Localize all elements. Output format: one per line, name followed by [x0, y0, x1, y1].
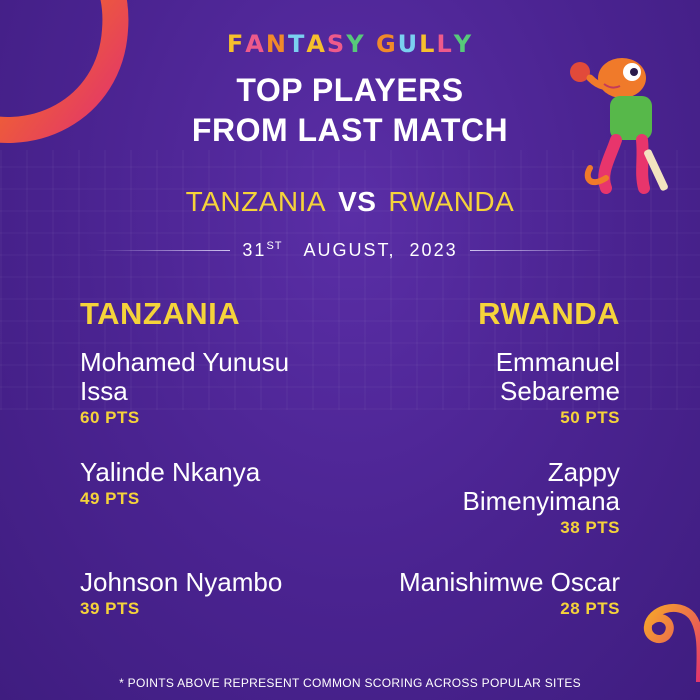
fantasy-gully-logo: FANTASY GULLY: [0, 30, 700, 58]
logo-letter: A: [245, 30, 266, 58]
logo-letter: T: [287, 30, 307, 58]
player-entry: Johnson Nyambo 39 PTS: [80, 568, 370, 619]
logo-letter: U: [397, 30, 420, 58]
logo-letter: S: [326, 30, 347, 58]
logo-letter: [366, 30, 376, 58]
player-entry: Zappy Bimenyimana 38 PTS: [330, 458, 620, 538]
swirl-decoration-top-left: [0, 0, 129, 143]
logo-letter: G: [375, 30, 398, 58]
player-name: Johnson Nyambo: [80, 567, 283, 597]
player-name: Emmanuel Sebareme: [495, 347, 620, 406]
headline-line-2: FROM LAST MATCH: [191, 112, 509, 148]
divider-right: [469, 249, 606, 251]
headline-line-1: TOP PLAYERS: [236, 72, 464, 108]
player-entry: Mohamed Yunusu Issa 60 PTS: [80, 348, 370, 428]
team2-name: RWANDA: [388, 186, 515, 217]
logo-letter: Y: [346, 30, 366, 58]
match-date-row: 31ST AUGUST, 2023: [95, 238, 606, 262]
player-name: Zappy Bimenyimana: [462, 457, 620, 516]
logo-letter: F: [226, 30, 246, 58]
logo-letter: L: [436, 30, 454, 58]
logo-letter: A: [306, 30, 327, 58]
player-entry: Manishimwe Oscar 28 PTS: [330, 568, 620, 619]
player-points: 39 PTS: [80, 599, 140, 618]
divider-left: [95, 249, 231, 251]
date-month-year: AUGUST, 2023: [303, 239, 458, 260]
team1-name: TANZANIA: [185, 186, 327, 217]
player-name: Mohamed Yunusu Issa: [80, 347, 290, 406]
footnote: * POINTS ABOVE REPRESENT COMMON SCORING …: [119, 676, 581, 690]
logo-letter: Y: [453, 30, 474, 58]
vs-label: VS: [338, 186, 377, 217]
player-entry: Emmanuel Sebareme 50 PTS: [330, 348, 620, 428]
player-points: 49 PTS: [80, 489, 140, 508]
player-points: 60 PTS: [80, 408, 140, 427]
team-column-rwanda: RWANDA Emmanuel Sebareme 50 PTS Zappy Bi…: [330, 296, 620, 626]
team-column-tanzania: TANZANIA Mohamed Yunusu Issa 60 PTS Yali…: [80, 296, 370, 626]
swirl-decoration-bottom-right: [643, 603, 700, 682]
date-day: 31: [242, 239, 267, 260]
team-heading: TANZANIA: [80, 296, 241, 331]
player-points: 28 PTS: [560, 599, 620, 618]
match-versus: TANZANIA VS RWANDA: [0, 186, 700, 218]
logo-letter: L: [419, 30, 437, 58]
player-points: 38 PTS: [560, 518, 620, 537]
date-suffix: ST: [266, 239, 283, 252]
team-heading: RWANDA: [478, 296, 620, 331]
player-entry: Yalinde Nkanya 49 PTS: [80, 458, 370, 509]
player-name: Yalinde Nkanya: [80, 457, 261, 487]
chameleon-mascot-icon: [570, 58, 668, 194]
stadium-texture: [0, 150, 700, 410]
match-date: 31ST AUGUST, 2023: [242, 240, 457, 261]
player-name: Manishimwe Oscar: [398, 567, 620, 597]
headline: TOP PLAYERS FROM LAST MATCH: [0, 70, 700, 150]
player-points: 50 PTS: [560, 408, 620, 427]
logo-letter: N: [265, 30, 288, 58]
